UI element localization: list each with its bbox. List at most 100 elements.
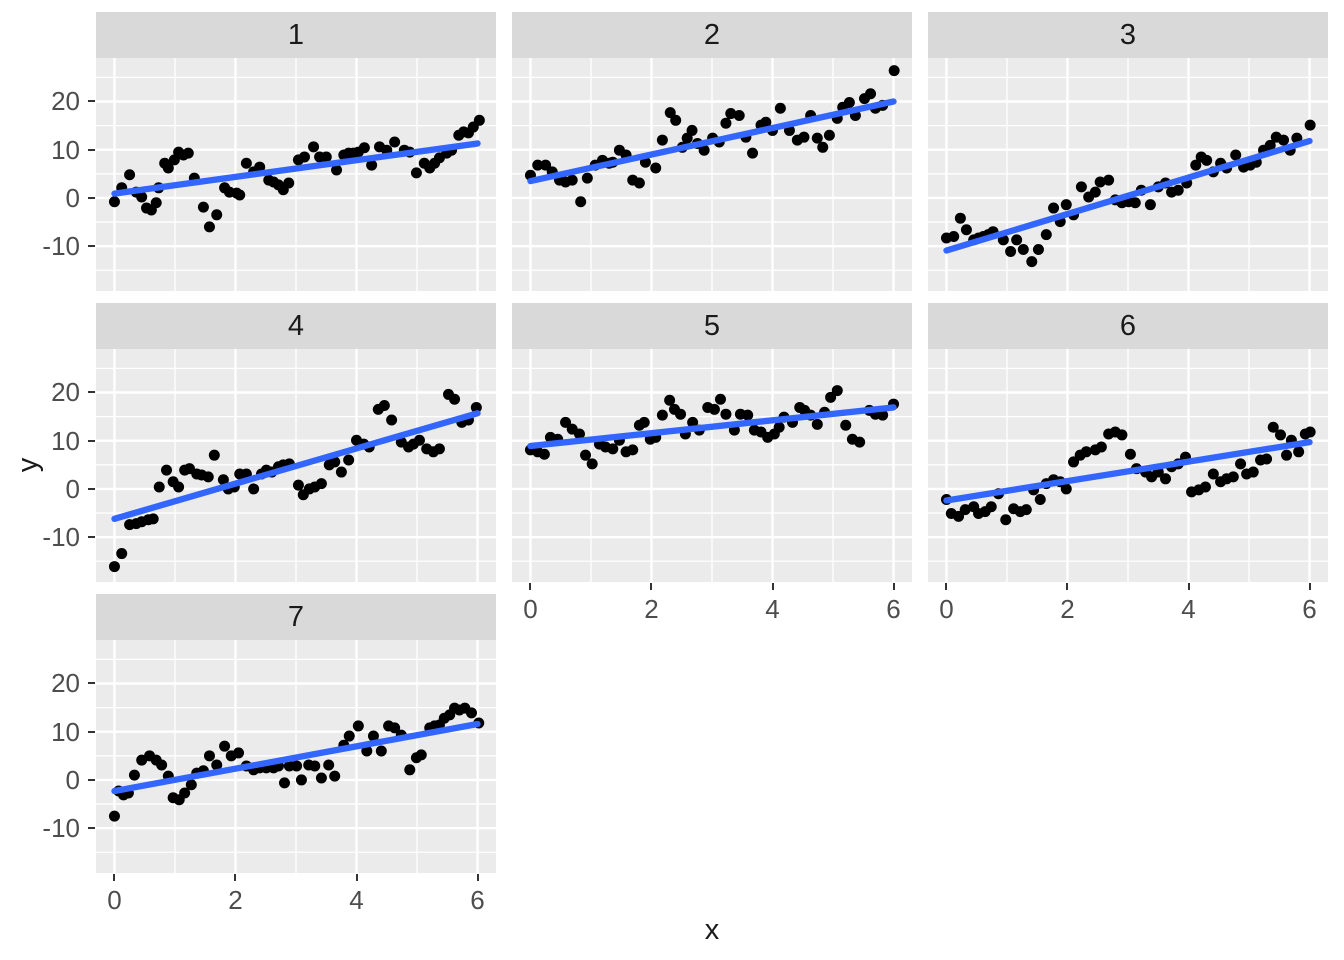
- data-point: [960, 224, 972, 236]
- data-point: [948, 231, 960, 243]
- facet-strip-5: 5: [512, 303, 912, 349]
- data-point: [156, 759, 168, 771]
- x-tick-label: 2: [1060, 594, 1075, 624]
- y-axis-tick: [88, 730, 95, 733]
- data-point: [234, 189, 246, 201]
- data-point: [1261, 453, 1273, 465]
- x-tick-label: 4: [1181, 594, 1196, 624]
- data-point: [825, 391, 837, 403]
- data-point: [638, 416, 650, 428]
- data-point: [361, 745, 373, 757]
- data-point: [773, 421, 785, 433]
- data-point: [1227, 471, 1239, 483]
- data-point: [1000, 514, 1012, 526]
- data-point: [1060, 483, 1072, 495]
- data-point: [208, 449, 220, 461]
- grid-minor: [512, 349, 912, 582]
- x-tick-label: 0: [107, 885, 122, 915]
- data-point: [664, 394, 676, 406]
- y-axis-tick: [88, 536, 95, 539]
- data-point: [1080, 446, 1092, 458]
- data-point: [1264, 139, 1276, 151]
- data-point: [1060, 199, 1072, 211]
- y-tick-label: 10: [51, 134, 80, 165]
- data-point: [298, 151, 310, 163]
- data-point: [136, 191, 148, 203]
- data-point: [295, 774, 307, 786]
- data-point: [1020, 504, 1032, 516]
- data-points: [108, 702, 485, 822]
- x-tick-label: 6: [470, 885, 485, 915]
- x-axis-tick: [476, 874, 479, 881]
- trend-line: [527, 98, 897, 185]
- data-point: [331, 164, 343, 176]
- trend-line: [111, 410, 481, 522]
- data-point: [854, 436, 866, 448]
- data-points: [108, 388, 482, 573]
- facet-strip-7: 7: [96, 594, 496, 640]
- data-point: [185, 779, 197, 791]
- data-point: [798, 131, 810, 143]
- facet-panel-2: [512, 58, 912, 291]
- data-point: [279, 777, 291, 789]
- data-point: [108, 196, 120, 208]
- y-tick-label: 10: [51, 716, 80, 747]
- data-point: [586, 458, 598, 470]
- data-point: [147, 513, 159, 525]
- data-point: [108, 561, 120, 573]
- y-axis-tick: [88, 196, 95, 199]
- y-tick-label: 20: [51, 668, 80, 699]
- data-point: [308, 141, 320, 153]
- data-point: [352, 720, 364, 732]
- data-point: [329, 770, 341, 782]
- data-point: [686, 124, 698, 136]
- data-point: [953, 510, 965, 522]
- x-axis-tick: [355, 874, 358, 881]
- facet-strip-2: 2: [512, 12, 912, 58]
- data-point: [1281, 449, 1293, 461]
- data-point: [386, 414, 398, 426]
- data-point: [1116, 429, 1128, 441]
- data-point: [1068, 456, 1080, 468]
- data-point: [1129, 197, 1141, 209]
- data-point: [153, 481, 165, 493]
- y-axis-tick: [88, 439, 95, 442]
- x-tick-label: 4: [765, 594, 780, 624]
- trend-line: [943, 439, 1313, 504]
- data-point: [725, 108, 737, 120]
- data-point: [197, 201, 209, 213]
- x-axis-tick: [234, 874, 237, 881]
- data-point: [240, 157, 252, 169]
- x-tick-label: 0: [939, 594, 954, 624]
- x-tick-label: 2: [644, 594, 659, 624]
- trend-line: [111, 720, 481, 795]
- x-axis-tick: [650, 583, 653, 590]
- data-point: [1095, 441, 1107, 453]
- data-point: [1199, 481, 1211, 493]
- data-point: [291, 760, 303, 772]
- x-axis-tick: [1308, 583, 1311, 590]
- data-point: [283, 177, 295, 189]
- data-point: [1172, 184, 1184, 196]
- data-point: [465, 707, 477, 719]
- data-point: [315, 772, 327, 784]
- data-point: [580, 449, 592, 461]
- data-point: [760, 116, 772, 128]
- y-tick-label: 0: [65, 764, 80, 795]
- x-axis-tick: [1187, 583, 1190, 590]
- data-point: [865, 88, 877, 100]
- data-point: [742, 409, 754, 421]
- grid-major: [96, 58, 496, 291]
- data-point: [840, 419, 852, 431]
- data-point: [774, 102, 786, 114]
- facet-panel-1: [96, 58, 496, 291]
- facet-panel-5: [512, 349, 912, 582]
- data-point: [343, 454, 355, 466]
- data-point: [219, 740, 231, 752]
- data-point: [1201, 154, 1213, 166]
- data-point: [202, 471, 214, 483]
- y-tick-label: 20: [51, 86, 80, 117]
- data-point: [656, 409, 668, 421]
- y-tick-label: -10: [42, 522, 80, 553]
